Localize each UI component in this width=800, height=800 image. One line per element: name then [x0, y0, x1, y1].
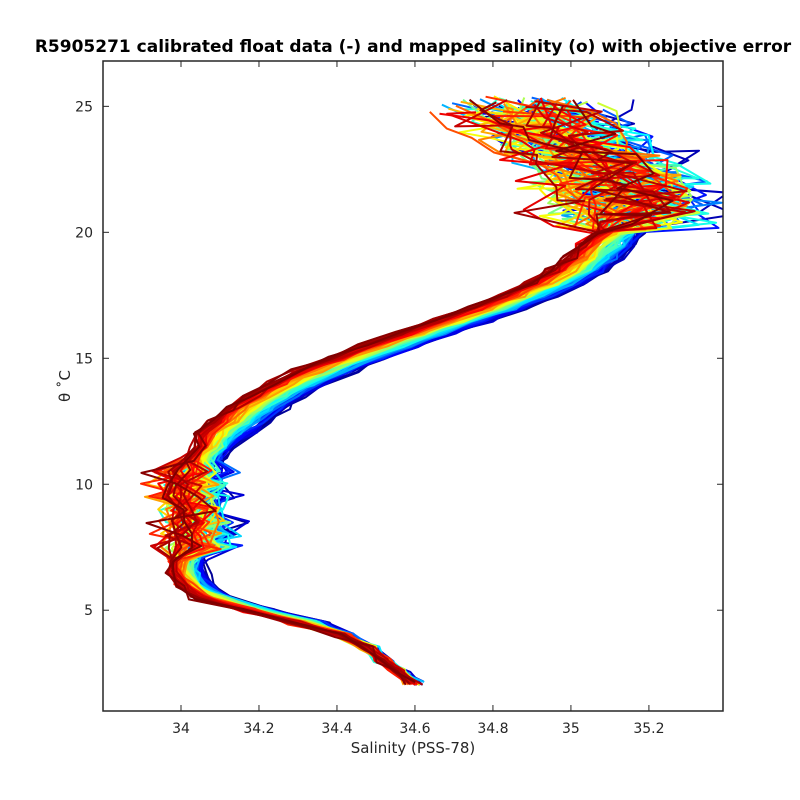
y-tick-label: 10 [75, 477, 93, 493]
x-tick-label: 34.6 [399, 721, 430, 737]
x-axis: 34 34.2 34.4 34.6 34.8 35 35.2 [172, 61, 664, 737]
y-tick-label: 25 [75, 99, 93, 115]
x-tick-label: 34.4 [321, 721, 352, 737]
y-tick-label: 15 [75, 351, 93, 367]
y-axis-label: θ ˚C [56, 370, 74, 402]
x-axis-label: Salinity (PSS-78) [351, 739, 476, 757]
profile-lines [140, 95, 723, 686]
x-tick-label: 34.8 [477, 721, 508, 737]
y-tick-label: 20 [75, 225, 93, 241]
y-axis: 5 10 15 20 25 [75, 99, 723, 619]
x-tick-label: 34.2 [243, 721, 274, 737]
x-tick-label: 35.2 [633, 721, 664, 737]
profile-line [140, 98, 653, 686]
x-tick-label: 34 [172, 721, 190, 737]
profile-line [161, 99, 674, 683]
plot-frame [102, 60, 724, 712]
chart-title: R5905271 calibrated float data (-) and m… [35, 37, 792, 57]
y-tick-label: 5 [84, 603, 93, 619]
x-tick-label: 35 [562, 721, 580, 737]
profile-line [164, 105, 696, 686]
